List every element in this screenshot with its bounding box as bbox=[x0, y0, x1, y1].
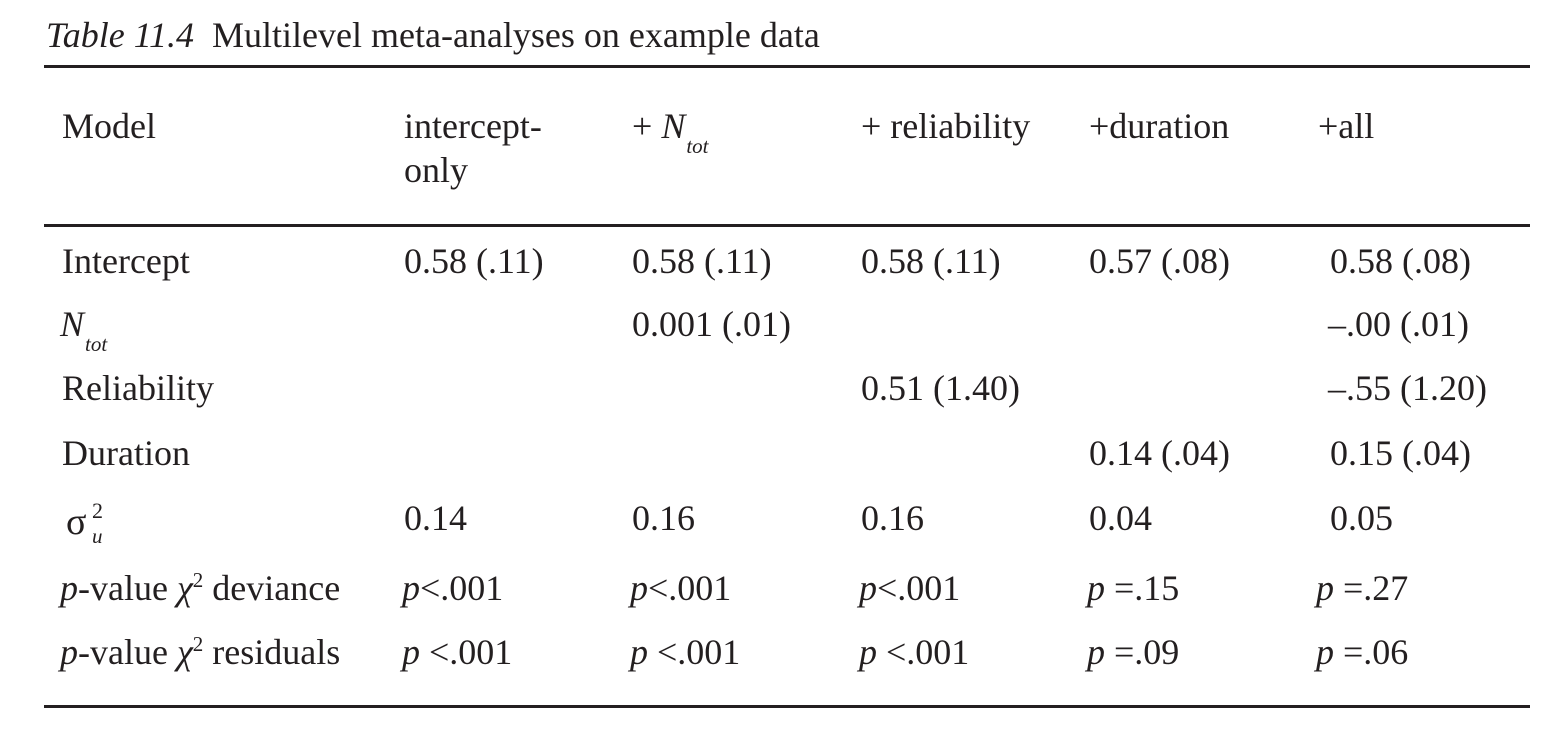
p-symbol: p bbox=[859, 632, 877, 672]
chi-superscript: 2 bbox=[192, 632, 204, 656]
p-value: <.001 bbox=[648, 632, 741, 672]
chi-superscript: 2 bbox=[192, 568, 204, 592]
row-label-ntot-sub: tot bbox=[85, 332, 108, 356]
table-cell: 0.58 (.11) bbox=[632, 241, 772, 281]
sigma-subscript: u bbox=[92, 524, 103, 548]
p-symbol: p bbox=[1316, 632, 1334, 672]
table-cell: –.00 (.01) bbox=[1328, 304, 1469, 344]
table-cell: 0.16 bbox=[861, 498, 924, 538]
p-symbol: p bbox=[60, 632, 78, 672]
header-rule bbox=[44, 224, 1530, 227]
table-cell: 0.58 (.11) bbox=[404, 241, 544, 281]
bottom-rule bbox=[44, 705, 1530, 708]
table-cell: 0.14 (.04) bbox=[1089, 433, 1230, 473]
sigma-glyph: σ bbox=[66, 501, 87, 543]
p-value: <.001 bbox=[420, 568, 504, 608]
p-symbol: p bbox=[402, 632, 420, 672]
table-caption: Table 11.4 Multilevel meta-analyses on e… bbox=[46, 12, 820, 58]
row-label-ntot: Ntot bbox=[60, 302, 107, 356]
header-reliability: + reliability bbox=[861, 106, 1031, 146]
sigma-superscript: 2 bbox=[92, 498, 103, 523]
label-text: residuals bbox=[203, 632, 341, 672]
p-symbol: p bbox=[1087, 568, 1105, 608]
p-value: =.15 bbox=[1105, 568, 1180, 608]
table-cell: p =.09 bbox=[1087, 630, 1179, 674]
header-intercept-only: intercept- only bbox=[404, 104, 542, 192]
chi-symbol: χ bbox=[176, 568, 193, 608]
chi-symbol: χ bbox=[176, 632, 193, 672]
header-intercept-only-line1: intercept- bbox=[404, 106, 542, 146]
table-cell: p<.001 bbox=[630, 566, 731, 610]
row-label-deviance: p-value χ2 deviance bbox=[60, 566, 340, 615]
p-value: <.001 bbox=[877, 632, 970, 672]
table-cell: 0.15 (.04) bbox=[1330, 433, 1471, 473]
table-cell: p <.001 bbox=[402, 630, 512, 674]
label-text: -value bbox=[78, 568, 177, 608]
p-value: <.001 bbox=[877, 568, 961, 608]
header-ntot-prefix: + bbox=[632, 106, 662, 146]
p-symbol: p bbox=[859, 568, 877, 608]
table-cell: 0.04 bbox=[1089, 498, 1152, 538]
top-rule bbox=[44, 65, 1530, 68]
header-all: +all bbox=[1318, 106, 1375, 146]
header-ntot: + Ntot bbox=[632, 104, 709, 158]
p-symbol: p bbox=[402, 568, 420, 608]
table-cell: –.55 (1.20) bbox=[1328, 368, 1487, 408]
table-number: Table 11.4 bbox=[46, 15, 195, 55]
p-symbol: p bbox=[60, 568, 78, 608]
header-model: Model bbox=[62, 106, 156, 146]
p-symbol: p bbox=[1087, 632, 1105, 672]
header-intercept-only-line2: only bbox=[404, 150, 469, 190]
header-ntot-var: N bbox=[661, 106, 686, 146]
header-ntot-sub: tot bbox=[686, 134, 709, 158]
table-cell: p<.001 bbox=[859, 566, 960, 610]
p-symbol: p bbox=[1316, 568, 1334, 608]
table-cell: p =.06 bbox=[1316, 630, 1408, 674]
row-label-residuals: p-value χ2 residuals bbox=[60, 630, 340, 679]
p-symbol: p bbox=[630, 568, 648, 608]
p-symbol: p bbox=[630, 632, 648, 672]
table-cell: p <.001 bbox=[859, 630, 969, 674]
table-title: Multilevel meta-analyses on example data bbox=[212, 15, 820, 55]
table-cell: 0.001 (.01) bbox=[632, 304, 791, 344]
table-cell: p<.001 bbox=[402, 566, 503, 610]
table-cell: 0.57 (.08) bbox=[1089, 241, 1230, 281]
sigma-u-squared-symbol: σ 2 u bbox=[62, 496, 122, 548]
table-cell: 0.14 bbox=[404, 498, 467, 538]
row-label-intercept: Intercept bbox=[62, 241, 190, 281]
table-cell: 0.16 bbox=[632, 498, 695, 538]
p-value: =.27 bbox=[1334, 568, 1409, 608]
table-cell: p <.001 bbox=[630, 630, 740, 674]
p-value: <.001 bbox=[648, 568, 732, 608]
table-cell: 0.58 (.11) bbox=[861, 241, 1001, 281]
row-label-sigma-u2: σ 2 u bbox=[62, 496, 122, 550]
table-cell: p =.15 bbox=[1087, 566, 1179, 610]
table-cell: 0.51 (1.40) bbox=[861, 368, 1020, 408]
label-text: deviance bbox=[203, 568, 341, 608]
row-label-ntot-var: N bbox=[60, 304, 85, 344]
label-text: -value bbox=[78, 632, 177, 672]
row-label-reliability: Reliability bbox=[62, 368, 214, 408]
p-value: <.001 bbox=[420, 632, 513, 672]
p-value: =.06 bbox=[1334, 632, 1409, 672]
table-cell: p =.27 bbox=[1316, 566, 1408, 610]
p-value: =.09 bbox=[1105, 632, 1180, 672]
header-duration: +duration bbox=[1089, 106, 1230, 146]
table-cell: 0.58 (.08) bbox=[1330, 241, 1471, 281]
row-label-duration: Duration bbox=[62, 433, 190, 473]
table-cell: 0.05 bbox=[1330, 498, 1393, 538]
